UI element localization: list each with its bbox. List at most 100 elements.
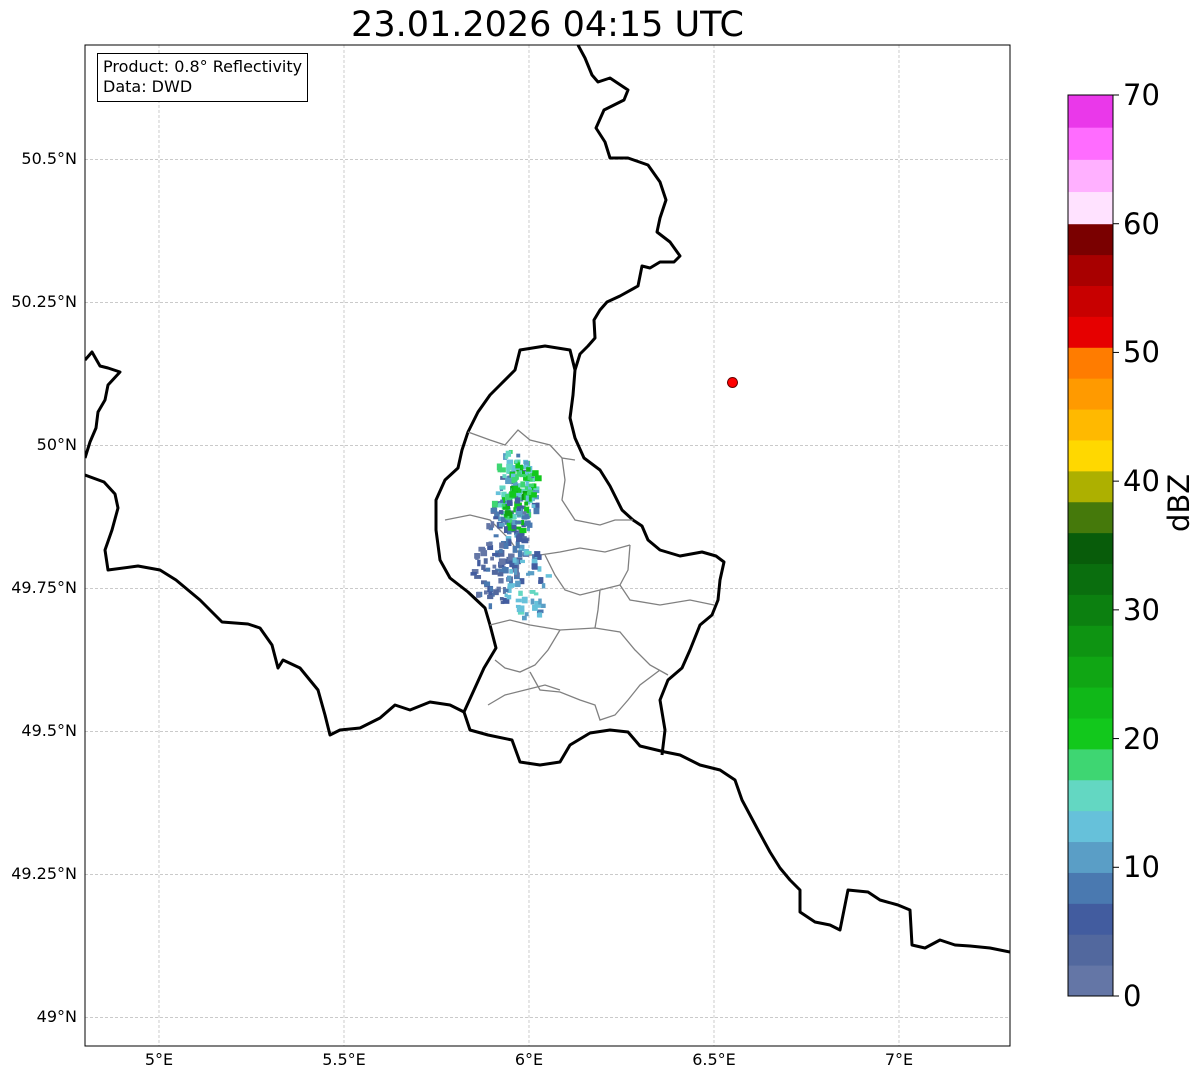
map-title: 23.01.2026 04:15 UTC xyxy=(351,5,744,45)
echo-pixel xyxy=(514,459,518,464)
echo-pixel xyxy=(509,513,517,520)
echo-pixel xyxy=(516,506,521,511)
colorbar-label: dBZ xyxy=(1162,473,1196,532)
echo-pixel xyxy=(507,500,513,506)
colorbar-tick-label: 20 xyxy=(1123,721,1160,756)
echo-pixel xyxy=(504,510,511,516)
echo-pixel xyxy=(522,615,527,621)
colorbar-bin xyxy=(1068,223,1113,256)
echo-pixel xyxy=(515,580,521,588)
echo-pixel xyxy=(545,574,552,578)
echo-pixel xyxy=(524,520,531,527)
echo-pixel xyxy=(514,501,519,508)
colorbar-bin xyxy=(1068,779,1113,812)
echo-pixel xyxy=(486,542,493,546)
echo-pixel xyxy=(495,501,501,508)
colorbar-bin xyxy=(1068,378,1113,410)
echo-pixel xyxy=(534,475,542,482)
echo-pixel xyxy=(499,542,504,549)
graticule xyxy=(85,45,1010,1046)
echo-pixel xyxy=(517,550,523,558)
echo-pixel xyxy=(541,583,546,589)
echo-pixel xyxy=(499,485,506,490)
colorbar-tick-label: 70 xyxy=(1123,78,1160,112)
lon-tick-label: 6.5°E xyxy=(692,1050,736,1069)
colorbar-tick-label: 50 xyxy=(1123,335,1160,370)
echo-pixel xyxy=(477,559,481,567)
colorbar xyxy=(1068,94,1119,997)
admin-boundaries xyxy=(444,429,715,721)
radar-echoes xyxy=(470,449,552,621)
echo-pixel xyxy=(493,589,499,596)
colorbar-frame xyxy=(1067,94,1114,997)
echo-pixel xyxy=(523,476,530,481)
echo-pixel xyxy=(492,552,500,557)
echo-pixel xyxy=(524,485,529,490)
echo-pixel xyxy=(496,463,503,471)
echo-pixel xyxy=(533,507,540,515)
echo-pixel xyxy=(523,471,530,479)
echo-pixel xyxy=(527,512,532,518)
echo-pixel xyxy=(498,522,505,527)
echo-pixel xyxy=(506,459,514,465)
border-lu-be xyxy=(434,344,577,713)
colorbar-bin xyxy=(1068,285,1113,317)
colorbar-bin xyxy=(1068,841,1113,873)
echo-pixel xyxy=(471,569,479,574)
border-fr xyxy=(462,711,1010,954)
echo-pixel xyxy=(488,591,493,596)
lat-tick-label: 50.5°N xyxy=(21,149,77,169)
echo-pixel xyxy=(537,609,544,614)
echo-pixel xyxy=(498,502,504,508)
echo-pixel xyxy=(509,560,513,568)
product-label: Product: 0.8° Reflectivity xyxy=(103,57,303,76)
echo-pixel xyxy=(537,554,542,560)
colorbar-bin xyxy=(1068,127,1113,160)
echo-pixel xyxy=(515,508,523,515)
echo-pixel xyxy=(498,564,503,569)
echo-pixel xyxy=(524,506,530,513)
colorbar-bin xyxy=(1068,316,1113,348)
echo-pixel xyxy=(521,596,528,604)
echo-pixel xyxy=(476,591,481,598)
echo-pixel xyxy=(500,499,504,504)
echo-pixel xyxy=(521,511,527,515)
echo-pixel xyxy=(506,594,512,600)
echo-pixel xyxy=(481,564,486,570)
echo-pixel xyxy=(487,545,494,551)
echo-pixel xyxy=(511,477,517,483)
plot-frame xyxy=(84,44,1011,1047)
echo-pixel xyxy=(518,605,525,612)
colorbar-bin xyxy=(1068,625,1113,657)
echo-pixel xyxy=(515,598,522,603)
lon-tick-label: 5.5°E xyxy=(322,1050,366,1069)
echo-pixel xyxy=(538,598,542,605)
colorbar-bin xyxy=(1068,409,1113,441)
colorbar-bin xyxy=(1068,934,1113,966)
echo-pixel xyxy=(505,518,513,524)
echo-pixel xyxy=(520,466,524,470)
colorbar-bin xyxy=(1068,95,1113,128)
echo-pixel xyxy=(519,559,525,564)
echo-pixel xyxy=(521,538,529,544)
echo-pixel xyxy=(503,588,509,593)
lon-tick-label: 6°E xyxy=(514,1050,544,1069)
colorbar-tick-label: 30 xyxy=(1123,592,1160,627)
echo-pixel xyxy=(503,543,509,549)
colorbar-bin xyxy=(1068,347,1113,379)
echo-pixel xyxy=(537,566,542,572)
echo-pixel xyxy=(509,491,517,498)
colorbar-bin xyxy=(1068,810,1113,843)
echo-pixel xyxy=(531,504,536,508)
echo-pixel xyxy=(515,520,522,524)
echo-pixel xyxy=(497,572,504,577)
colorbar-tick-label: 10 xyxy=(1123,850,1160,885)
colorbar-bin xyxy=(1068,501,1113,534)
echo-pixel xyxy=(490,556,495,561)
echo-pixel xyxy=(493,534,499,538)
echo-pixel xyxy=(518,590,523,596)
colorbar-bin xyxy=(1068,903,1113,935)
echo-pixel xyxy=(517,535,524,542)
echo-pixel xyxy=(517,557,523,563)
